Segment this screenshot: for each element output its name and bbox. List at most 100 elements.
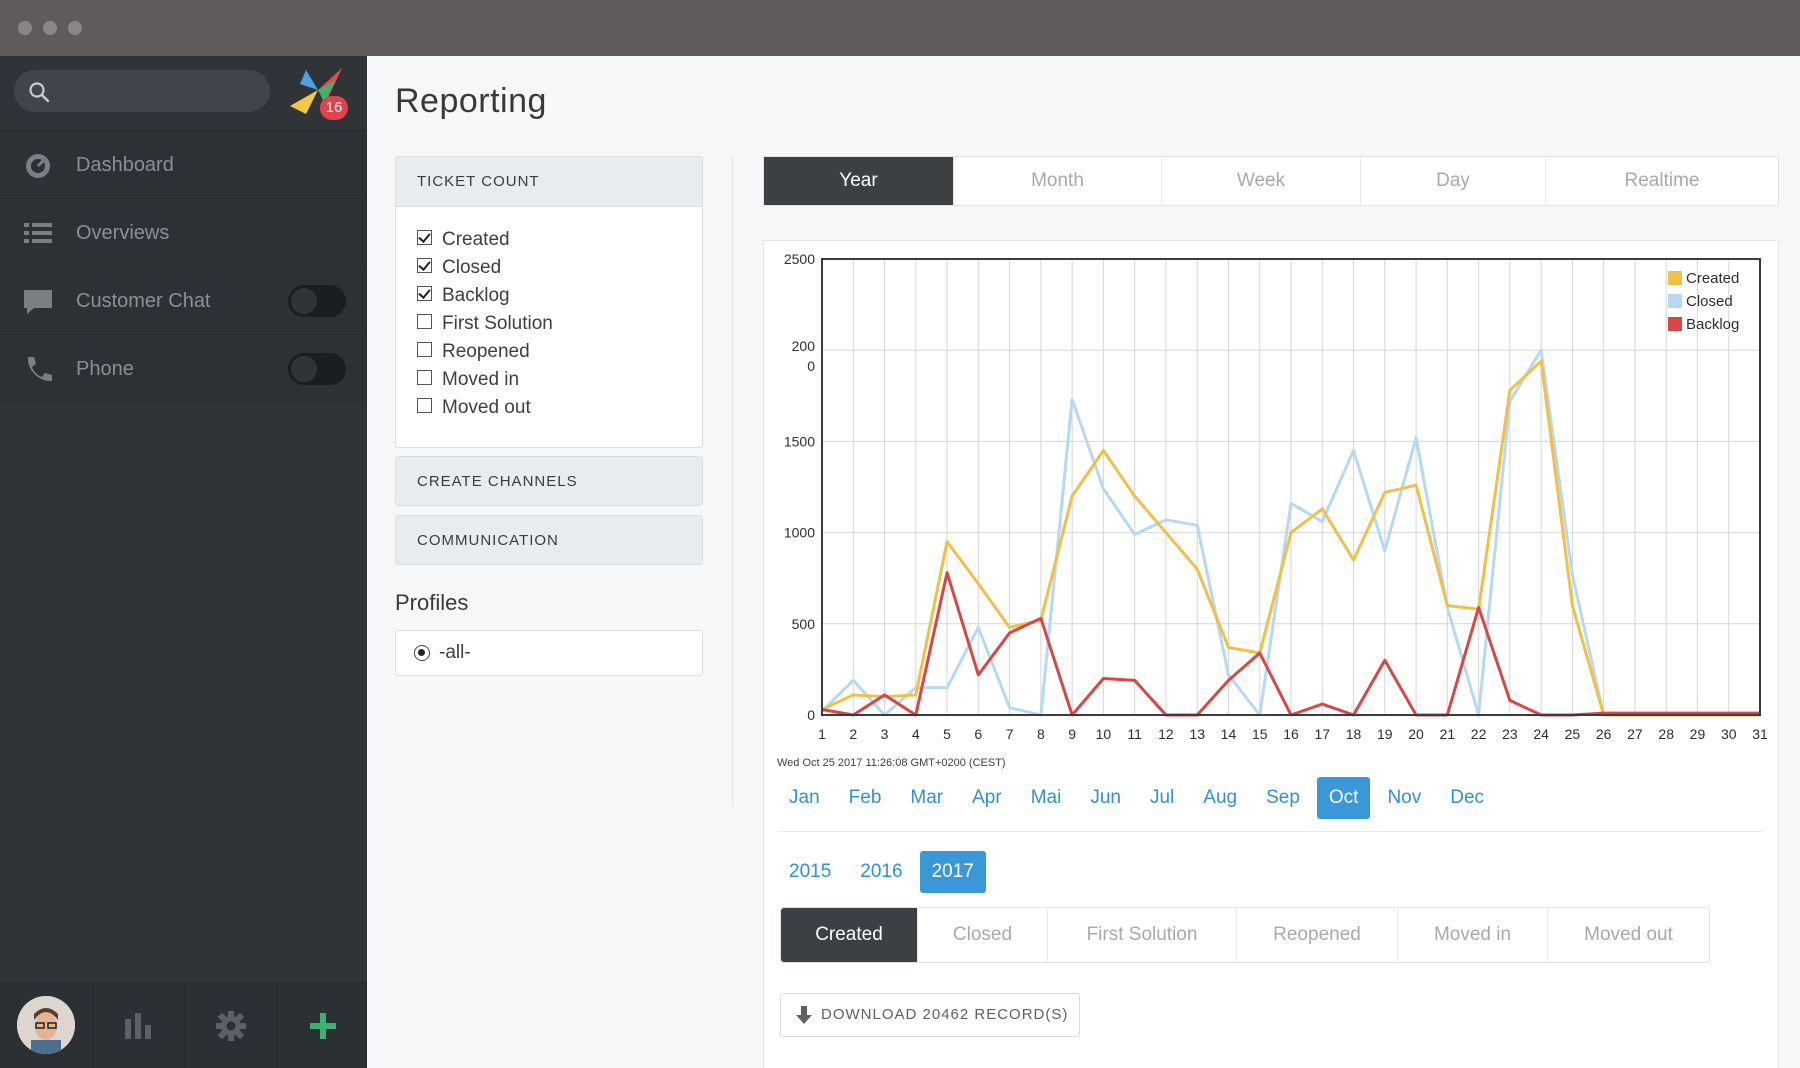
checkbox-backlog[interactable]: Backlog bbox=[417, 285, 510, 311]
x-tick-label: 3 bbox=[881, 726, 889, 742]
profile-option-all[interactable]: -all- bbox=[395, 630, 703, 676]
month-apr[interactable]: Apr bbox=[972, 787, 1002, 808]
month-dec[interactable]: Dec bbox=[1450, 787, 1485, 808]
checkbox-box[interactable] bbox=[417, 398, 432, 414]
x-tick-label: 11 bbox=[1127, 726, 1142, 742]
checkbox-box[interactable] bbox=[417, 258, 432, 274]
y-tick-label: 1000 bbox=[784, 525, 815, 541]
communication-panel[interactable]: COMMUNICATION bbox=[395, 515, 703, 565]
nav-item-dashboard[interactable]: Dashboard bbox=[0, 130, 367, 198]
checkbox-box[interactable] bbox=[417, 314, 432, 330]
year-2015[interactable]: 2015 bbox=[789, 861, 832, 882]
profiles-title: Profiles bbox=[395, 590, 469, 615]
tab-week[interactable]: Week bbox=[1162, 157, 1361, 205]
window-close-dot[interactable] bbox=[18, 21, 32, 35]
logo-icon[interactable] bbox=[284, 62, 350, 122]
checkbox-moved-out[interactable]: Moved out bbox=[417, 397, 531, 423]
checkbox-box[interactable] bbox=[417, 370, 432, 386]
metric-tabs: Created Closed First Solution Reopened M… bbox=[780, 907, 1710, 963]
y-tick-label: 500 bbox=[792, 616, 816, 632]
checkbox-closed[interactable]: Closed bbox=[417, 257, 501, 283]
phone-toggle[interactable] bbox=[288, 353, 346, 385]
window-titlebar bbox=[0, 0, 1800, 56]
month-sep[interactable]: Sep bbox=[1266, 787, 1300, 808]
window-minimize-dot[interactable] bbox=[43, 21, 57, 35]
nav-item-customer-chat[interactable]: Customer Chat bbox=[0, 266, 367, 334]
x-tick-label: 2 bbox=[849, 726, 857, 742]
month-jun[interactable]: Jun bbox=[1090, 787, 1121, 808]
avatar[interactable] bbox=[17, 996, 75, 1054]
x-tick-label: 10 bbox=[1096, 726, 1112, 742]
y-tick-label: 1500 bbox=[784, 433, 815, 449]
month-oct[interactable]: Oct bbox=[1316, 777, 1371, 819]
gear-icon bbox=[216, 1011, 246, 1041]
year-2017[interactable]: 2017 bbox=[919, 851, 986, 893]
nav-item-phone[interactable]: Phone bbox=[0, 334, 367, 402]
legend-label-backlog: Backlog bbox=[1686, 316, 1739, 333]
metric-tab-reopened[interactable]: Reopened bbox=[1237, 908, 1398, 962]
checkbox-label: Moved out bbox=[442, 397, 531, 418]
main-nav: Dashboard Overviews Customer Chat Phone bbox=[0, 130, 367, 402]
avatar-cell[interactable] bbox=[0, 983, 92, 1068]
search-input[interactable] bbox=[14, 70, 270, 112]
month-jan[interactable]: Jan bbox=[789, 787, 820, 808]
download-records-button[interactable]: DOWNLOAD 20462 RECORD(S) bbox=[780, 993, 1080, 1037]
nav-item-overviews[interactable]: Overviews bbox=[0, 198, 367, 266]
metric-tab-closed[interactable]: Closed bbox=[918, 908, 1048, 962]
month-aug[interactable]: Aug bbox=[1203, 787, 1238, 808]
checkbox-box[interactable] bbox=[417, 342, 432, 358]
checkbox-label: Closed bbox=[442, 257, 502, 278]
month-mar[interactable]: Mar bbox=[910, 787, 944, 808]
chart-card: 0 500 1000 1500 200 0 2500 1 2 3 4 5 6 7 8 9 10 11 12 13 14 1… bbox=[763, 240, 1779, 1068]
window-maximize-dot[interactable] bbox=[68, 21, 82, 35]
checkbox-label: Backlog bbox=[442, 285, 510, 306]
notification-badge[interactable]: 16 bbox=[320, 96, 348, 120]
customer-chat-toggle[interactable] bbox=[288, 285, 346, 317]
tab-day[interactable]: Day bbox=[1361, 157, 1546, 205]
search-icon bbox=[29, 82, 50, 103]
x-tick-label: 25 bbox=[1565, 726, 1581, 742]
sidebar: 16 Dashboard Overviews Customer Chat bbox=[0, 56, 367, 1068]
profile-radio[interactable] bbox=[414, 645, 430, 661]
tab-realtime[interactable]: Realtime bbox=[1624, 170, 1700, 191]
month-feb[interactable]: Feb bbox=[848, 787, 882, 808]
month-mai[interactable]: Mai bbox=[1030, 787, 1062, 808]
reports-button[interactable] bbox=[92, 983, 184, 1068]
checkbox-first-solution[interactable]: First Solution bbox=[417, 313, 553, 339]
tab-year[interactable]: Year bbox=[764, 157, 954, 205]
x-tick-label: 22 bbox=[1471, 726, 1487, 742]
chart-timestamp: Wed Oct 25 2017 11:26:08 GMT+0200 (CEST) bbox=[777, 757, 1006, 769]
download-icon bbox=[796, 1006, 812, 1024]
x-tick-label: 4 bbox=[912, 726, 920, 742]
settings-button[interactable] bbox=[184, 983, 276, 1068]
chat-icon bbox=[24, 290, 52, 314]
checkbox-box[interactable] bbox=[417, 230, 432, 246]
year-2016[interactable]: 2016 bbox=[860, 861, 903, 882]
x-tick-label: 9 bbox=[1068, 726, 1076, 742]
create-channels-panel[interactable]: CREATE CHANNELS bbox=[395, 456, 703, 506]
checkbox-box[interactable] bbox=[417, 286, 432, 302]
checkbox-moved-in[interactable]: Moved in bbox=[417, 369, 519, 395]
checkbox-created[interactable]: Created bbox=[417, 229, 510, 255]
x-tick-label: 8 bbox=[1037, 726, 1045, 742]
x-tick-label: 21 bbox=[1440, 726, 1456, 742]
x-tick-label: 14 bbox=[1221, 726, 1237, 742]
metric-tab-moved-out[interactable]: Moved out bbox=[1584, 924, 1673, 945]
metric-tab-created[interactable]: Created bbox=[781, 908, 918, 962]
page-title: Reporting bbox=[395, 82, 547, 120]
ticket-count-panel: TICKET COUNT Created Closed Backlog Firs… bbox=[395, 156, 703, 448]
toggle-knob bbox=[291, 356, 317, 382]
dashboard-icon bbox=[26, 154, 50, 178]
x-tick-label: 27 bbox=[1627, 726, 1643, 742]
x-tick-label: 20 bbox=[1408, 726, 1424, 742]
month-nov[interactable]: Nov bbox=[1387, 787, 1422, 808]
x-tick-label: 28 bbox=[1658, 726, 1674, 742]
metric-tab-first-solution[interactable]: First Solution bbox=[1048, 908, 1237, 962]
tab-month[interactable]: Month bbox=[954, 157, 1162, 205]
month-jul[interactable]: Jul bbox=[1149, 787, 1175, 808]
ticket-count-header[interactable]: TICKET COUNT bbox=[396, 157, 702, 207]
checkbox-reopened[interactable]: Reopened bbox=[417, 341, 530, 367]
add-button[interactable] bbox=[276, 983, 368, 1068]
metric-tab-moved-in[interactable]: Moved in bbox=[1398, 908, 1548, 962]
